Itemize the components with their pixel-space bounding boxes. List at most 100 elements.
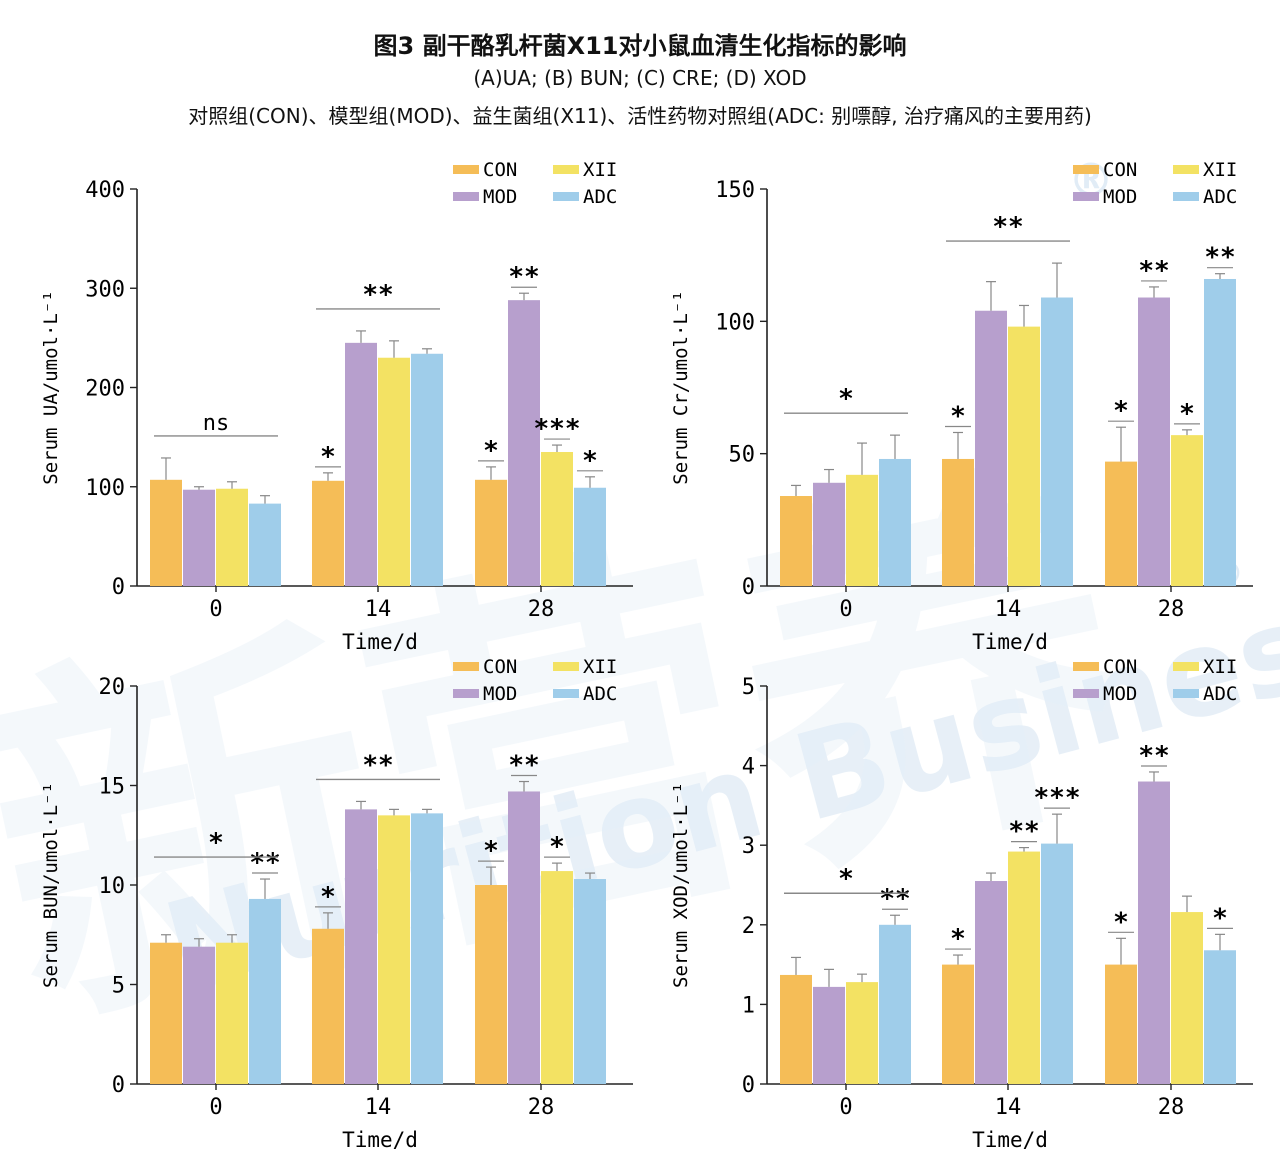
bar-adc xyxy=(879,924,911,1084)
sig-label: *** xyxy=(534,414,581,444)
legend-swatch-xii xyxy=(553,165,579,174)
y-tick-label: 15 xyxy=(99,775,126,800)
bar-con xyxy=(150,942,182,1084)
bar-mod xyxy=(508,300,540,586)
bar-con xyxy=(312,480,344,586)
y-tick-label: 0 xyxy=(112,575,125,600)
y-tick-label: 3 xyxy=(742,834,755,859)
y-tick-label: 0 xyxy=(742,575,755,600)
bar-adc xyxy=(1204,278,1236,586)
bar-mod xyxy=(975,310,1007,586)
y-tick-label: 400 xyxy=(85,178,125,203)
sig-label: * xyxy=(1179,399,1195,429)
bar-adc xyxy=(1204,950,1236,1084)
bar-xii xyxy=(846,474,878,586)
legend-label-adc: ADC xyxy=(583,683,617,705)
bar-mod xyxy=(345,809,377,1084)
bar-xii xyxy=(378,357,410,586)
legend-label-mod: MOD xyxy=(1103,186,1137,208)
bar-adc xyxy=(574,879,606,1084)
group-sig-label: * xyxy=(838,864,854,894)
y-tick-label: 10 xyxy=(99,874,126,899)
bar-con xyxy=(780,496,812,586)
bar-xii xyxy=(541,452,573,586)
x-tick-label: 28 xyxy=(528,1095,555,1120)
bar-mod xyxy=(813,986,845,1084)
sig-label: ** xyxy=(508,262,539,292)
y-tick-label: 300 xyxy=(85,277,125,302)
y-tick-label: 2 xyxy=(742,914,755,939)
bar-xii xyxy=(216,488,248,586)
figure-subtitle: (A)UA; (B) BUN; (C) CRE; (D) XOD xyxy=(473,66,807,90)
x-tick-label: 14 xyxy=(365,1095,392,1120)
sig-label: ** xyxy=(249,848,280,878)
y-tick-label: 1 xyxy=(742,993,755,1018)
bar-con xyxy=(150,479,182,586)
sig-label: * xyxy=(582,446,598,476)
x-tick-label: 0 xyxy=(839,597,852,622)
x-tick-label: 28 xyxy=(1158,1095,1185,1120)
legend-swatch-xii xyxy=(1173,662,1199,671)
bar-con xyxy=(475,479,507,586)
bar-adc xyxy=(1041,843,1073,1084)
sig-label: * xyxy=(320,882,336,912)
legend-label-adc: ADC xyxy=(1203,186,1237,208)
sig-label: * xyxy=(483,436,499,466)
legend-label-xii: XII xyxy=(1203,656,1237,678)
bar-mod xyxy=(813,482,845,586)
legend-swatch-mod xyxy=(453,689,479,698)
x-axis-label: Time/d xyxy=(342,1128,418,1152)
legend-swatch-adc xyxy=(553,192,579,201)
group-sig-label: ** xyxy=(992,212,1023,242)
bar-adc xyxy=(411,353,443,586)
x-tick-label: 14 xyxy=(365,597,392,622)
group-sig-label: ** xyxy=(362,280,393,310)
bar-xii xyxy=(846,982,878,1084)
bar-xii xyxy=(378,815,410,1084)
sig-label: ** xyxy=(1204,243,1235,273)
sig-label: * xyxy=(483,836,499,866)
legend-label-con: CON xyxy=(483,159,517,181)
y-axis-label: Serum Cr/umol·L⁻¹ xyxy=(670,290,692,484)
group-sig-label: ns xyxy=(203,411,230,436)
x-tick-label: 14 xyxy=(995,1095,1022,1120)
legend-label-con: CON xyxy=(483,656,517,678)
figure-title: 图3 副干酪乳杆菌X11对小鼠血清生化指标的影响 xyxy=(373,32,907,60)
legend-swatch-con xyxy=(453,165,479,174)
y-tick-label: 100 xyxy=(715,310,755,335)
y-tick-label: 100 xyxy=(85,476,125,501)
legend-swatch-con xyxy=(453,662,479,671)
sig-label: * xyxy=(549,832,565,862)
y-tick-label: 5 xyxy=(742,675,755,700)
group-sig-label: ** xyxy=(362,750,393,780)
y-tick-label: 5 xyxy=(112,974,125,999)
bar-mod xyxy=(508,791,540,1084)
bar-con xyxy=(312,928,344,1084)
legend-label-mod: MOD xyxy=(483,186,517,208)
bar-adc xyxy=(249,503,281,586)
legend-swatch-mod xyxy=(1073,689,1099,698)
y-tick-label: 20 xyxy=(99,675,126,700)
chart-panel-a: 0 100 200 300 400 Serum UA/umol·L⁻¹ Time/d 0 ns 1… xyxy=(40,159,633,654)
bar-mod xyxy=(975,881,1007,1084)
sig-label: * xyxy=(1113,396,1129,426)
legend-swatch-xii xyxy=(1173,165,1199,174)
sig-label: * xyxy=(1113,907,1129,937)
sig-label: *** xyxy=(1034,783,1081,813)
legend-label-con: CON xyxy=(1103,159,1137,181)
bar-xii xyxy=(1171,435,1203,586)
legend-swatch-adc xyxy=(553,689,579,698)
bar-mod xyxy=(345,342,377,586)
sig-label: ** xyxy=(508,751,539,781)
x-tick-label: 0 xyxy=(839,1095,852,1120)
bar-con xyxy=(942,964,974,1084)
legend-label-con: CON xyxy=(1103,656,1137,678)
y-tick-label: 150 xyxy=(715,178,755,203)
x-tick-label: 28 xyxy=(528,597,555,622)
y-tick-label: 200 xyxy=(85,377,125,402)
x-tick-label: 14 xyxy=(995,597,1022,622)
